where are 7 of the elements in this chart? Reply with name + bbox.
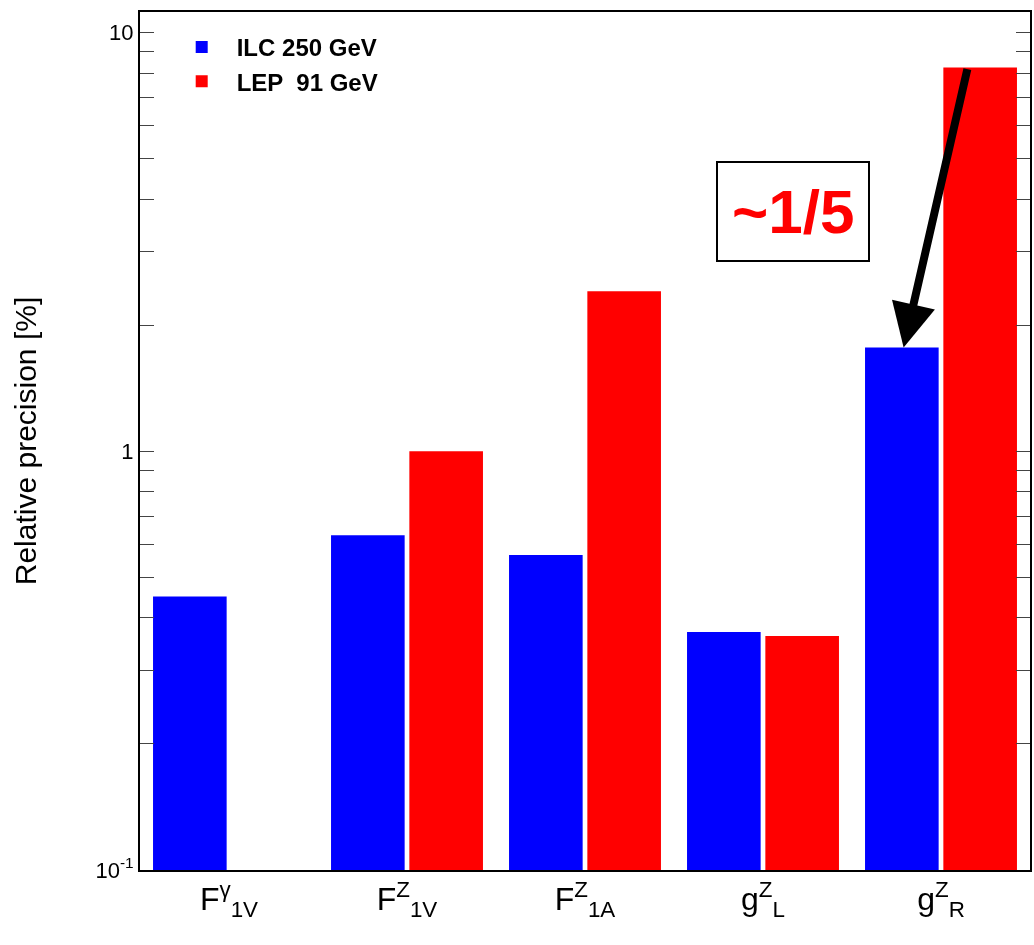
- y-tick-label: 1: [121, 439, 134, 464]
- annotation: ~1/5: [732, 177, 855, 246]
- y-tick-label: 10$^{-1}$: [95, 854, 134, 883]
- legend-label: LEP 91 GeV: [236, 68, 378, 96]
- legend-label: ILC 250 GeV: [236, 34, 377, 62]
- y-axis-title: Relative precision [%]: [8, 296, 42, 586]
- y-tick-label: 10: [109, 20, 134, 46]
